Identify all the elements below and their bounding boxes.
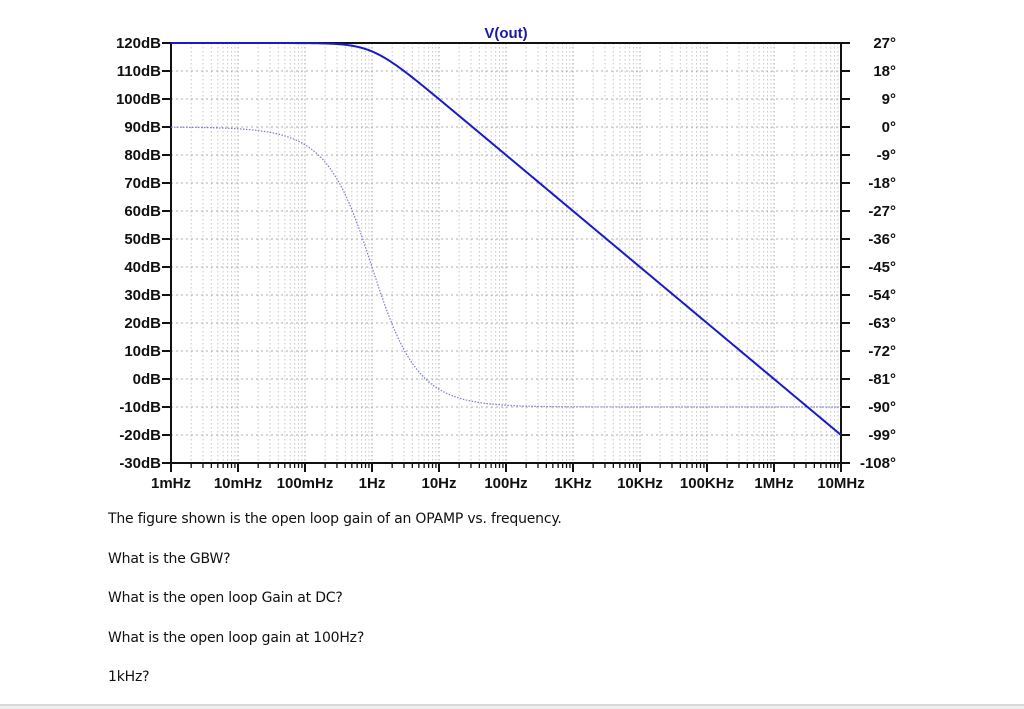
- x-tick-label: 10KHz: [617, 475, 663, 492]
- phase-curve: [170, 126, 841, 408]
- y-tick-label: 0dB: [133, 371, 162, 388]
- y-tick-label: 90dB: [124, 119, 161, 136]
- y-tick-label: 70dB: [124, 175, 161, 192]
- y-tick-label: 110dB: [117, 63, 161, 80]
- question-text: The figure shown is the open loop gain o…: [108, 510, 562, 708]
- y2-tick-label: -108°: [860, 455, 896, 472]
- y-tick-label: 60dB: [124, 203, 161, 220]
- y-axis-labels-db: 120dB 110dB 100dB 90dB 80dB 70dB 60dB 50dB 40dB 3…: [116, 35, 161, 472]
- bode-plot: 120dB 110dB 100dB 90dB 80dB 70dB 60dB 50dB 40dB 3…: [116, 25, 896, 492]
- y2-tick-label: -90°: [868, 399, 896, 416]
- x-tick-label: 1KHz: [554, 475, 592, 492]
- x-tick-label: 1Hz: [359, 475, 386, 492]
- question-dc-gain: What is the open loop Gain at DC?: [108, 590, 343, 606]
- y2-tick-label: -54°: [868, 287, 896, 304]
- page-bottom-bar: [0, 706, 1024, 709]
- y-tick-label: 120dB: [116, 35, 161, 52]
- x-tick-label: 10MHz: [817, 475, 865, 492]
- y2-tick-label: 9°: [882, 91, 896, 108]
- y-tick-label: 50dB: [124, 231, 161, 248]
- y2-tick-label: 0°: [882, 119, 896, 136]
- intro-text: The figure shown is the open loop gain o…: [108, 511, 562, 527]
- y-tick-label: -30dB: [119, 455, 161, 472]
- y-tick-label: 30dB: [124, 287, 161, 304]
- y2-tick-label: 27°: [873, 35, 896, 52]
- y2-tick-label: -81°: [868, 371, 896, 388]
- question-gain-100hz: What is the open loop gain at 100Hz?: [108, 629, 365, 646]
- y-tick-label: 80dB: [124, 147, 161, 164]
- x-tick-label: 1MHz: [754, 475, 793, 492]
- question-gbw: What is the GBW?: [108, 550, 231, 567]
- y-tick-label: -20dB: [119, 427, 161, 444]
- x-tick-label: 100mHz: [277, 475, 334, 492]
- y2-tick-label: -27°: [868, 203, 896, 220]
- y2-tick-label: -72°: [868, 343, 896, 360]
- y2-tick-label: -36°: [868, 231, 896, 248]
- page-bottom-divider: [0, 704, 1024, 706]
- y2-tick-label: -18°: [868, 175, 896, 192]
- x-tick-label: 1mHz: [151, 475, 191, 492]
- y-tick-label: 100dB: [116, 91, 161, 108]
- plot-grid: [171, 43, 841, 463]
- x-tick-label: 100KHz: [680, 475, 734, 492]
- y2-axis-labels-phase: 27° 18° 9° 0° -9° -18° -27° -36° -45° -54° -63° -72…: [860, 35, 896, 472]
- y2-tick-label: 18°: [873, 63, 896, 80]
- y2-tick-label: -63°: [868, 315, 896, 332]
- y2-tick-label: -99°: [868, 427, 896, 444]
- y-tick-label: -10dB: [119, 399, 161, 416]
- x-tick-label: 100Hz: [484, 475, 527, 492]
- x-tick-label: 10Hz: [421, 475, 456, 492]
- y2-tick-label: -45°: [868, 259, 896, 276]
- y-tick-label: 10dB: [124, 343, 161, 360]
- axis-ticks: [162, 42, 850, 472]
- magnitude-curve: [171, 42, 842, 436]
- y-tick-label: 40dB: [124, 259, 161, 276]
- chart-title: V(out): [484, 25, 527, 42]
- y-tick-label: 20dB: [124, 315, 161, 332]
- question-gain-1khz: 1kHz?: [108, 669, 150, 685]
- x-tick-label: 10mHz: [214, 475, 262, 492]
- y2-tick-label: -9°: [877, 147, 896, 164]
- x-axis-labels-frequency: 1mHz 10mHz 100mHz 1Hz 10Hz 100Hz 1KHz 10KHz 100K…: [151, 475, 865, 492]
